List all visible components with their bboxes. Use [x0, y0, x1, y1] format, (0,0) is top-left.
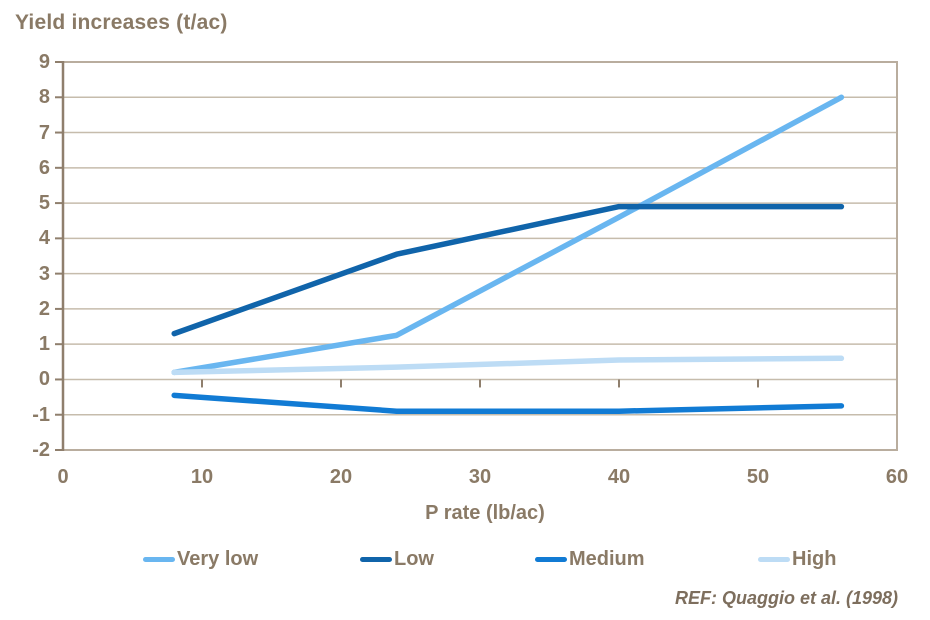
y-tick-label: 9 [38, 51, 50, 73]
y-tick-label: 6 [38, 156, 50, 179]
series-line-high [171, 355, 845, 376]
legend-item-low: Low [360, 546, 434, 572]
y-tick-label: 0 [38, 368, 50, 391]
x-tick-label: 60 [885, 466, 909, 488]
legend-item-medium: Medium [535, 546, 645, 572]
legend-label: Low [394, 547, 434, 570]
y-tick-label: 3 [38, 262, 50, 285]
legend-swatch-high [758, 556, 790, 562]
legend-item-high: High [758, 546, 836, 572]
x-axis-label: P rate (lb/ac) [425, 502, 545, 524]
legend-label: Medium [569, 547, 645, 570]
y-tick-label: 7 [38, 121, 50, 144]
legend-swatch-medium [535, 556, 567, 562]
chart-title: Yield increases (t/ac) [15, 11, 228, 34]
series-line-medium [171, 392, 845, 414]
series-line-very-low [171, 94, 845, 376]
legend-item-very-low: Very low [143, 546, 258, 572]
x-tick-label: 30 [468, 466, 492, 488]
legend-label: High [792, 547, 837, 570]
y-tick-label: 1 [38, 333, 50, 356]
legend: Very low Low Medium High [0, 546, 930, 572]
plot-border [62, 61, 898, 451]
legend-swatch-very-low [143, 556, 175, 562]
y-tick-label: -2 [32, 439, 50, 461]
x-tick-label: 40 [607, 466, 631, 488]
plot-svg [55, 61, 898, 451]
x-tick-label: 20 [329, 466, 353, 488]
y-tick-label: 4 [38, 227, 50, 250]
y-tick-label: 5 [38, 192, 50, 215]
legend-label: Very low [177, 547, 259, 570]
reference-note: REF: Quaggio et al. (1998) [674, 588, 898, 608]
y-tick-label: 8 [38, 86, 50, 109]
legend-swatch-low [360, 556, 392, 562]
x-tick-label: 10 [190, 466, 214, 488]
series-line-low [171, 203, 845, 337]
y-tick-label: -1 [32, 403, 50, 426]
x-tick-label: 0 [57, 466, 69, 488]
x-tick-label: 50 [746, 466, 770, 488]
y-tick-label: 2 [38, 297, 50, 320]
